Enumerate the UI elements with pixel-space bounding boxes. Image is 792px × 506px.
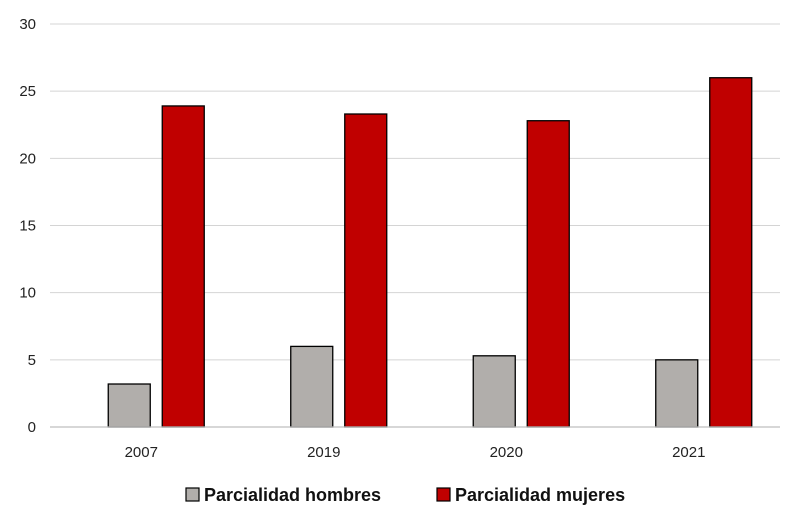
y-tick-label-0: 0 bbox=[28, 419, 36, 436]
gridlines bbox=[50, 23, 780, 361]
y-tick-label-5: 5 bbox=[28, 352, 36, 369]
y-tick-label-30: 30 bbox=[19, 16, 36, 33]
y-tick-label-10: 10 bbox=[19, 285, 36, 302]
legend: Parcialidad hombres Parcialidad mujeres bbox=[185, 485, 625, 505]
bar-mujeres-2019 bbox=[344, 113, 388, 428]
bars bbox=[107, 77, 753, 428]
legend-label-hombres: Parcialidad hombres bbox=[204, 485, 381, 505]
x-tick-label-2007: 2007 bbox=[125, 444, 158, 461]
legend-swatch-hombres bbox=[185, 487, 200, 502]
x-tick-label-2020: 2020 bbox=[490, 444, 523, 461]
y-tick-label-25: 25 bbox=[19, 83, 36, 100]
bar-mujeres-2021 bbox=[709, 77, 753, 428]
bar-hombres-2021 bbox=[655, 359, 699, 428]
bar-hombres-2007 bbox=[107, 383, 151, 428]
bar-hombres-2020 bbox=[472, 355, 516, 428]
x-axis: 2007 2019 2020 2021 bbox=[50, 426, 780, 461]
bar-mujeres-2020 bbox=[526, 120, 570, 428]
y-tick-label-15: 15 bbox=[19, 218, 36, 235]
legend-swatch-mujeres bbox=[436, 487, 451, 502]
y-axis-tick-labels: 0 5 10 15 20 25 30 bbox=[19, 16, 36, 436]
x-tick-label-2021: 2021 bbox=[672, 444, 705, 461]
bar-hombres-2019 bbox=[290, 345, 334, 428]
bar-mujeres-2007 bbox=[161, 105, 205, 428]
x-tick-label-2019: 2019 bbox=[307, 444, 340, 461]
y-tick-label-20: 20 bbox=[19, 150, 36, 167]
legend-label-mujeres: Parcialidad mujeres bbox=[455, 485, 625, 505]
